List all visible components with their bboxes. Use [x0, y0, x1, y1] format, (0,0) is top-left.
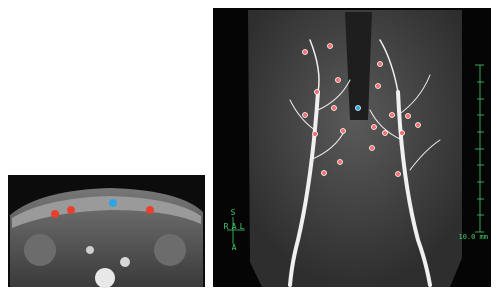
orientation-label: A: [232, 243, 237, 252]
orientation-label: A: [232, 222, 237, 231]
fat-layer: [12, 196, 201, 228]
vessel: [120, 257, 130, 267]
vertebra: [95, 268, 115, 288]
marker-red: [67, 206, 75, 214]
marker-red: [146, 206, 154, 214]
markers-red: [302, 43, 421, 177]
coronal-mip-panel: S R A L A 10.0 mm: [213, 8, 491, 287]
marker-blue: [355, 105, 361, 111]
scale-bar: [475, 64, 484, 233]
orientation-label: S: [231, 208, 236, 217]
scale-label: 10.0 mm: [458, 233, 488, 241]
bowel: [154, 234, 186, 266]
orientation-label: L: [240, 222, 245, 231]
bowel: [24, 234, 56, 266]
midline: [345, 12, 372, 120]
orientation-label: R: [224, 222, 229, 231]
orientation-cube: S R A L A: [224, 208, 245, 252]
vessel: [86, 246, 94, 254]
marker-red: [51, 210, 59, 218]
axial-ct-panel: [8, 175, 205, 288]
marker-blue: [109, 199, 117, 207]
